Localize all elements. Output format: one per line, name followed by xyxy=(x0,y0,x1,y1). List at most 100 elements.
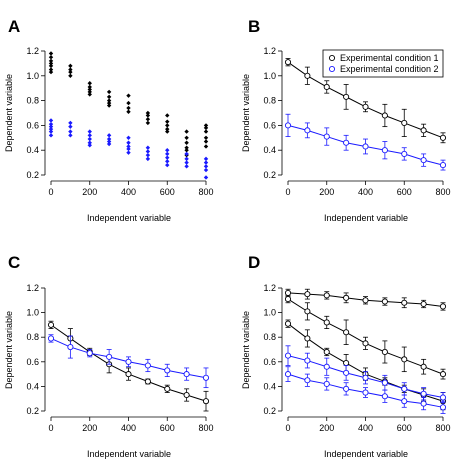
data-point xyxy=(144,362,151,369)
data-point xyxy=(145,152,151,158)
x-tick-label: 600 xyxy=(397,423,412,433)
data-point xyxy=(184,156,189,162)
series-line xyxy=(287,298,444,375)
x-tick-label: 600 xyxy=(397,187,412,197)
x-tick-label: 800 xyxy=(435,423,450,433)
data-point xyxy=(284,296,292,303)
data-point xyxy=(126,135,131,140)
data-point xyxy=(48,69,54,75)
legend-marker xyxy=(328,65,336,73)
y-tick-label: 0.8 xyxy=(26,96,39,106)
x-tick-label: 600 xyxy=(160,423,175,433)
data-point xyxy=(381,348,388,356)
data-point xyxy=(144,378,151,385)
data-point xyxy=(48,51,54,56)
data-point xyxy=(164,367,171,374)
data-point xyxy=(420,157,427,164)
data-point xyxy=(87,133,92,138)
data-point xyxy=(304,308,311,315)
series-2 xyxy=(284,294,447,380)
panel-letter: B xyxy=(248,17,260,36)
data-point xyxy=(106,100,112,106)
y-tick-label: 0.4 xyxy=(26,381,39,391)
data-point xyxy=(304,291,311,298)
data-point xyxy=(68,120,73,126)
data-point xyxy=(68,133,73,138)
data-point xyxy=(165,119,170,124)
y-tick-label: 1.2 xyxy=(26,283,39,293)
data-point xyxy=(284,122,292,129)
data-point xyxy=(48,129,54,134)
data-point xyxy=(439,134,447,141)
data-point xyxy=(165,155,170,160)
x-tick-label: 400 xyxy=(358,187,373,197)
data-point xyxy=(381,112,388,119)
legend-entry: Experimental condition 1 xyxy=(340,53,439,63)
data-point xyxy=(401,398,408,405)
x-tick-label: 600 xyxy=(160,187,175,197)
data-point xyxy=(439,303,447,310)
data-point xyxy=(203,139,209,144)
data-point xyxy=(87,129,92,134)
data-point xyxy=(381,147,388,154)
data-point xyxy=(183,391,190,399)
data-point xyxy=(87,84,92,90)
data-point xyxy=(343,385,350,392)
y-tick-label: 1.0 xyxy=(26,308,39,318)
x-tick-label: 0 xyxy=(285,187,290,197)
data-point xyxy=(48,58,54,64)
data-point xyxy=(323,292,330,299)
data-point xyxy=(304,377,311,384)
data-point xyxy=(47,321,55,328)
data-point xyxy=(203,160,209,165)
data-point xyxy=(145,117,151,122)
data-point xyxy=(125,358,132,365)
y-tick-label: 1.2 xyxy=(263,283,276,293)
legend-marker xyxy=(328,54,336,62)
x-tick-label: 0 xyxy=(285,423,290,433)
data-point xyxy=(284,320,292,327)
y-tick-label: 1.0 xyxy=(263,71,276,81)
data-point xyxy=(47,335,55,342)
data-point xyxy=(362,103,369,110)
data-point xyxy=(87,92,92,97)
data-point xyxy=(48,126,54,132)
series-2 xyxy=(47,334,210,389)
data-point xyxy=(343,359,350,367)
data-point xyxy=(48,124,54,129)
data-point xyxy=(165,162,170,168)
data-point xyxy=(165,159,170,164)
y-tick-label: 1.2 xyxy=(26,46,39,56)
data-point xyxy=(86,350,93,357)
data-point xyxy=(126,105,131,111)
data-point xyxy=(68,124,73,129)
legend-entry: Experimental condition 2 xyxy=(340,64,439,74)
data-point xyxy=(184,151,189,157)
data-point xyxy=(145,149,151,154)
data-point xyxy=(106,133,112,138)
data-point xyxy=(106,139,112,144)
panel-b: B 0.2 0.4 0.6 0.8 1.0 1.2 0 200 400 600 800 Independ… xyxy=(241,17,451,223)
x-axis-label: Independent variable xyxy=(87,213,171,223)
data-point xyxy=(401,150,408,157)
y-tick-label: 0.6 xyxy=(26,357,39,367)
x-axis-label: Independent variable xyxy=(324,449,408,459)
data-point xyxy=(126,146,131,152)
data-point xyxy=(165,148,170,153)
data-point xyxy=(145,120,151,126)
data-point xyxy=(420,127,427,134)
data-point xyxy=(165,151,170,157)
series-1 xyxy=(284,58,447,144)
data-point xyxy=(126,140,131,145)
data-point xyxy=(323,380,330,387)
data-point xyxy=(362,297,369,304)
data-point xyxy=(68,67,73,72)
data-point xyxy=(343,369,350,376)
x-tick-label: 200 xyxy=(82,187,97,197)
data-point xyxy=(203,135,209,140)
data-point xyxy=(420,363,427,370)
data-point xyxy=(323,133,330,140)
data-point xyxy=(165,126,170,132)
data-point xyxy=(145,145,151,150)
